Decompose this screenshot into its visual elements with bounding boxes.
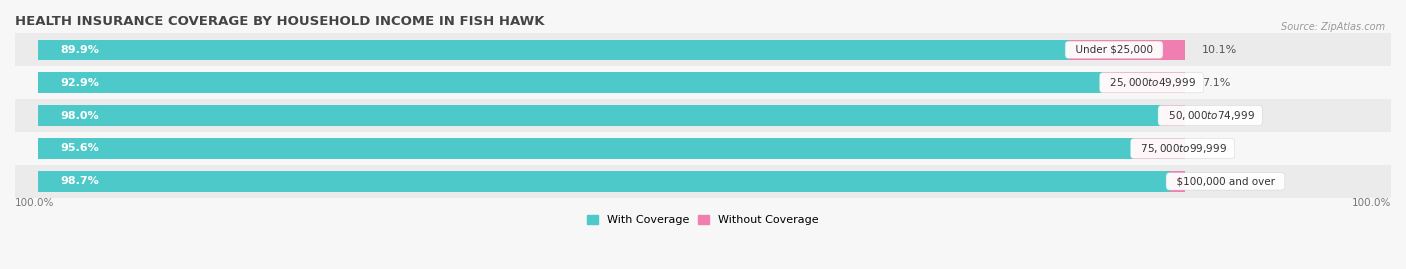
- Text: 95.6%: 95.6%: [60, 143, 100, 154]
- Text: 92.9%: 92.9%: [60, 78, 100, 88]
- Text: HEALTH INSURANCE COVERAGE BY HOUSEHOLD INCOME IN FISH HAWK: HEALTH INSURANCE COVERAGE BY HOUSEHOLD I…: [15, 15, 544, 28]
- Text: $100,000 and over: $100,000 and over: [1170, 176, 1281, 186]
- Text: 7.1%: 7.1%: [1202, 78, 1230, 88]
- Text: $75,000 to $99,999: $75,000 to $99,999: [1135, 142, 1232, 155]
- Bar: [1069, 40, 1185, 60]
- Bar: [1161, 105, 1185, 126]
- Text: 4.4%: 4.4%: [1202, 143, 1230, 154]
- Text: 2.0%: 2.0%: [1202, 111, 1230, 121]
- Bar: [38, 40, 1069, 60]
- Bar: [15, 132, 1391, 165]
- Bar: [38, 138, 1135, 159]
- Bar: [38, 72, 1104, 93]
- Text: 1.3%: 1.3%: [1202, 176, 1230, 186]
- Text: 100.0%: 100.0%: [1351, 198, 1391, 208]
- Text: $25,000 to $49,999: $25,000 to $49,999: [1104, 76, 1201, 89]
- Bar: [15, 99, 1391, 132]
- Text: $50,000 to $74,999: $50,000 to $74,999: [1161, 109, 1258, 122]
- Bar: [1104, 72, 1185, 93]
- Text: Source: ZipAtlas.com: Source: ZipAtlas.com: [1281, 22, 1385, 31]
- Text: 89.9%: 89.9%: [60, 45, 100, 55]
- Bar: [15, 66, 1391, 99]
- Bar: [15, 33, 1391, 66]
- Bar: [15, 165, 1391, 198]
- Text: 98.7%: 98.7%: [60, 176, 100, 186]
- Text: 10.1%: 10.1%: [1202, 45, 1237, 55]
- Bar: [38, 171, 1170, 192]
- Bar: [38, 105, 1161, 126]
- Bar: [1170, 171, 1185, 192]
- Text: Under $25,000: Under $25,000: [1069, 45, 1160, 55]
- Bar: [1135, 138, 1185, 159]
- Text: 98.0%: 98.0%: [60, 111, 100, 121]
- Text: 100.0%: 100.0%: [15, 198, 55, 208]
- Legend: With Coverage, Without Coverage: With Coverage, Without Coverage: [583, 211, 823, 228]
